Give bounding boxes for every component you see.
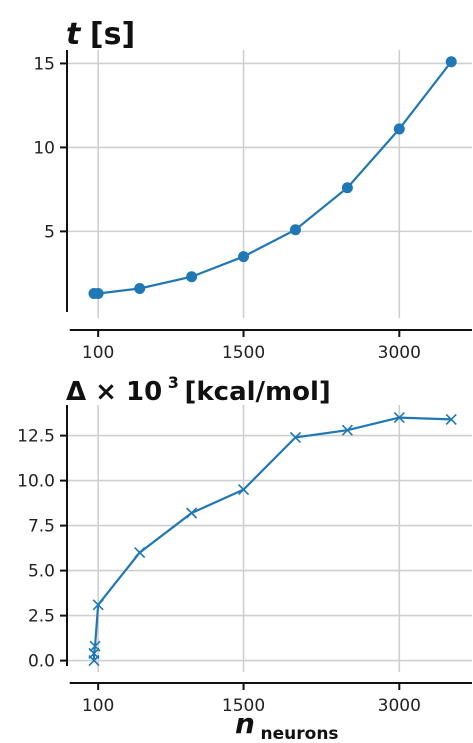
bottom-ytick-label-4: 10.0 [17, 472, 55, 492]
bottom-data-point-6 [237, 484, 250, 496]
top-data-point-8 [445, 56, 457, 68]
bottom-plot: 0.0 2.5 5.0 7.5 10.0 12.5 100 1500 3000 [17, 405, 472, 716]
top-data-point-4 [238, 251, 250, 263]
bottom-ytick-label-0: 0.0 [28, 652, 55, 672]
top-ytick-label-2: 15 [33, 54, 55, 74]
bottom-chart-title: Δ × 10 3 [kcal/mol] [66, 373, 331, 407]
bottom-xtick-label-2: 3000 [378, 696, 421, 716]
bottom-data-point-10 [445, 413, 457, 425]
top-data-point-7 [393, 123, 405, 135]
top-xtick-label-2: 3000 [378, 343, 421, 363]
bottom-ytick-label-1: 2.5 [28, 607, 55, 627]
top-xtick-label-0: 100 [82, 343, 114, 363]
top-chart-title: t [s] [66, 17, 135, 52]
top-data-point-6 [341, 182, 353, 194]
x-label-main: n [235, 707, 255, 740]
bottom-ytick-label-3: 7.5 [28, 517, 55, 537]
bottom-data-point-8 [341, 424, 353, 436]
x-label-sub: neurons [261, 724, 339, 743]
top-data-point-2 [134, 282, 146, 294]
top-ytick-label-0: 5 [44, 222, 55, 242]
bottom-title-main: Δ × 10 [66, 377, 162, 407]
x-axis-label: n neurons [235, 707, 339, 743]
bottom-data-point-4 [134, 547, 146, 559]
bottom-ytick-label-5: 12.5 [17, 427, 55, 447]
bottom-title-unit: [kcal/mol] [185, 377, 331, 407]
bottom-series-line-0 [92, 416, 452, 661]
bottom-data-point-2 [89, 640, 101, 652]
top-data-point-3 [186, 271, 198, 283]
top-title-symbol: t [66, 17, 82, 52]
bottom-data-point-3 [92, 599, 104, 611]
top-title-unit: [s] [90, 17, 135, 52]
bottom-ytick-label-2: 5.0 [28, 562, 55, 582]
top-plot: 5 10 15 100 1500 3000 [33, 50, 472, 363]
top-ytick-label-1: 10 [33, 138, 55, 158]
bottom-data-point-7 [289, 431, 302, 443]
top-series-line-0 [94, 61, 453, 295]
top-data-point-1 [92, 288, 104, 300]
top-data-point-5 [289, 224, 301, 236]
bottom-data-point-5 [186, 507, 198, 519]
top-xtick-label-1: 1500 [222, 343, 265, 363]
bottom-xtick-label-1: 1500 [222, 696, 265, 716]
bottom-data-point-9 [393, 412, 405, 424]
bottom-title-sup: 3 [168, 373, 179, 392]
bottom-xtick-label-0: 100 [82, 696, 114, 716]
